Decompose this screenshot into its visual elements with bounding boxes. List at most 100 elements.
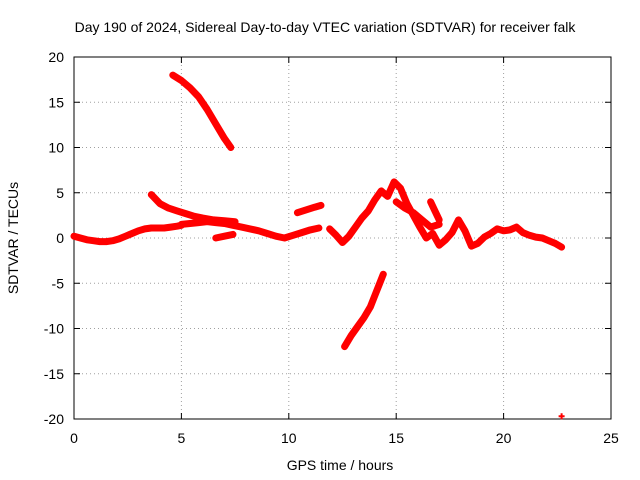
data-point [427,224,434,231]
data-point [135,227,142,234]
y-tick-label: -10 [44,321,64,337]
data-point [227,144,234,151]
series-trace [147,191,239,226]
data-point [341,343,348,350]
data-point [302,206,309,213]
y-tick-label: -5 [52,275,65,291]
data-point [352,224,359,231]
data-point [174,207,181,214]
data-point [247,225,254,232]
data-point [449,229,456,236]
data-layer [70,71,566,420]
data-point [427,198,434,205]
data-point [558,244,565,251]
data-point [109,237,116,244]
y-tick-label: 0 [56,230,64,246]
data-point [371,196,378,203]
data-point [481,234,488,241]
data-point [367,303,374,310]
data-point [281,235,288,241]
series-trace [169,71,235,151]
data-point [487,230,494,237]
data-point [442,236,449,243]
x-tick-label: 25 [603,430,619,446]
data-point [178,77,185,84]
data-point [161,225,168,232]
data-point [500,227,507,234]
data-point [429,230,436,237]
data-point [195,93,202,100]
y-tick-label: 15 [48,94,64,110]
data-point [539,235,546,241]
data-point [436,242,443,249]
y-tick-label: 10 [48,140,64,156]
x-tick-label: 0 [70,430,78,446]
data-point [371,292,378,299]
y-tick-label: 20 [48,49,64,65]
data-point [378,187,385,194]
data-point [431,207,438,214]
data-point [348,332,355,339]
data-point [221,135,228,142]
data-point [519,229,526,236]
series-short-arc-b [293,201,325,217]
data-point [272,233,279,240]
series-baseline-early [70,221,185,246]
series-low-arc [341,270,387,351]
data-point [513,224,520,231]
data-point [360,314,367,321]
data-point [141,225,148,232]
data-point [90,237,97,244]
data-point [210,216,217,223]
data-point [191,213,198,220]
data-point [156,200,163,207]
data-point [418,216,425,223]
data-point [354,323,361,330]
series-isolated-point [558,413,565,420]
data-point [290,232,297,239]
data-point [455,216,462,223]
data-point [229,231,236,238]
data-point [103,238,110,245]
x-tick-label: 15 [388,430,404,446]
data-point [380,271,387,278]
data-point [461,227,468,234]
data-point [212,235,219,241]
data-point [178,221,185,228]
data-point [436,216,443,223]
data-point [122,233,129,240]
data-point [294,209,301,216]
data-point [186,220,193,227]
data-point [358,215,365,222]
data-point [384,193,391,200]
data-point [391,178,398,185]
data-point [545,237,552,244]
data-point [238,224,245,231]
data-point [552,240,559,247]
data-point [116,235,123,242]
data-point [167,224,174,231]
data-point [264,230,271,237]
data-point [83,236,90,243]
data-point [255,227,262,234]
data-point [169,72,176,79]
data-point [307,226,314,233]
data-point [204,106,211,113]
y-axis-label: SDTVAR / TECUs [5,182,21,294]
data-point [77,235,84,241]
data-point [221,217,228,224]
series-side-arc [392,198,443,231]
data-point [416,224,423,231]
data-point [154,225,161,232]
data-point [96,238,103,245]
data-point [376,282,383,289]
data-point [468,243,475,250]
series-trace [293,201,325,217]
x-tick-label: 10 [281,430,297,446]
data-point [333,232,340,239]
data-point [182,210,189,217]
axis-ticks: 0 5 10 15 20 25 -20 -15 -10 -5 0 5 10 15 20 [44,49,619,446]
series-spike-arc [427,198,443,224]
x-tick-label: 5 [178,430,186,446]
